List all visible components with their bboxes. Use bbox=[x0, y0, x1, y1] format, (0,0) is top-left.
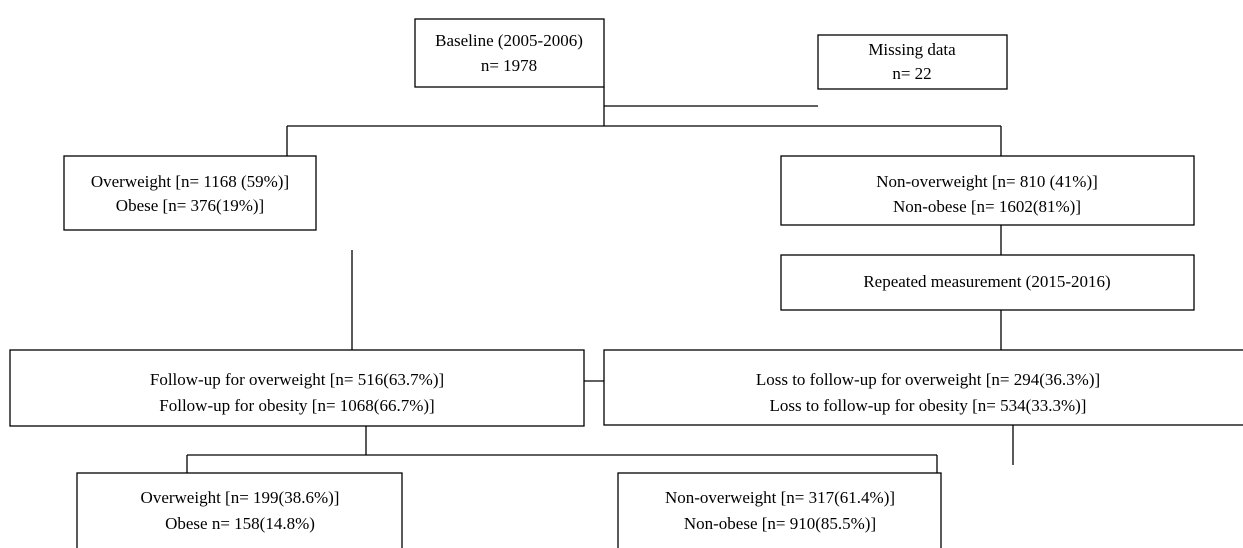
node-missing: Missing data n= 22 bbox=[817, 34, 1008, 90]
box bbox=[817, 34, 1008, 90]
node-loss: Loss to follow-up for overweight [n= 294… bbox=[603, 349, 1243, 426]
node-text: Non-obese [n= 910(85.5%)] bbox=[684, 514, 876, 533]
box bbox=[9, 349, 585, 427]
node-text: Non-overweight [n= 317(61.4%)] bbox=[665, 488, 895, 507]
node-text: n= 22 bbox=[892, 64, 931, 83]
node-text: Obese [n= 376(19%)] bbox=[116, 196, 264, 215]
node-text: Follow-up for overweight [n= 516(63.7%)] bbox=[150, 370, 444, 389]
node-outcome-overweight: Overweight [n= 199(38.6%)] Obese n= 158(… bbox=[76, 472, 403, 548]
node-text: Loss to follow-up for overweight [n= 294… bbox=[756, 370, 1100, 389]
box bbox=[603, 349, 1243, 426]
box bbox=[780, 254, 1195, 311]
node-repeated: Repeated measurement (2015-2016) bbox=[780, 254, 1195, 311]
node-non-overweight: Non-overweight [n= 810 (41%)] Non-obese … bbox=[780, 155, 1195, 226]
node-text: Loss to follow-up for obesity [n= 534(33… bbox=[770, 396, 1087, 415]
node-text: Repeated measurement (2015-2016) bbox=[863, 272, 1110, 291]
node-text: n= 1978 bbox=[481, 56, 537, 75]
node-text: Baseline (2005-2006) bbox=[435, 31, 583, 50]
node-text: Overweight [n= 1168 (59%)] bbox=[91, 172, 289, 191]
box bbox=[414, 18, 605, 88]
node-text: Obese n= 158(14.8%) bbox=[165, 514, 315, 533]
node-text: Missing data bbox=[868, 40, 956, 59]
box bbox=[63, 155, 317, 231]
node-outcome-non-overweight: Non-overweight [n= 317(61.4%)] Non-obese… bbox=[617, 472, 942, 548]
node-baseline: Baseline (2005-2006) n= 1978 bbox=[414, 18, 605, 88]
node-text: Follow-up for obesity [n= 1068(66.7%)] bbox=[159, 396, 434, 415]
node-overweight: Overweight [n= 1168 (59%)] Obese [n= 376… bbox=[63, 155, 317, 231]
node-text: Overweight [n= 199(38.6%)] bbox=[141, 488, 340, 507]
node-text: Non-obese [n= 1602(81%)] bbox=[893, 197, 1081, 216]
box bbox=[617, 472, 942, 548]
node-follow-up: Follow-up for overweight [n= 516(63.7%)]… bbox=[9, 349, 585, 427]
node-text: Non-overweight [n= 810 (41%)] bbox=[876, 172, 1098, 191]
box bbox=[76, 472, 403, 548]
box bbox=[780, 155, 1195, 226]
